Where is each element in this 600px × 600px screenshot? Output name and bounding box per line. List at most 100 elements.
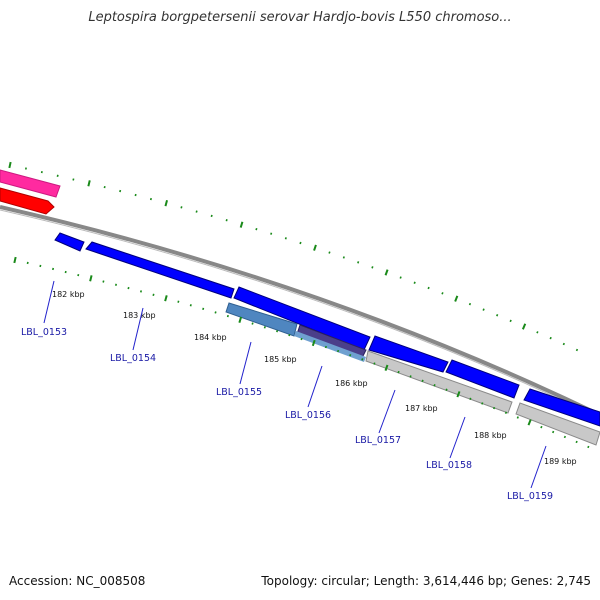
kbp-label-183: 183 kbp	[123, 311, 156, 320]
gene-LBL_0153[interactable]	[54, 232, 85, 252]
gene-label-LBL_0154[interactable]: LBL_0154	[110, 353, 156, 364]
gene-label-LBL_0155[interactable]: LBL_0155	[216, 387, 262, 398]
gene-LBL_0156[interactable]	[368, 335, 449, 373]
outer-tick	[384, 269, 389, 276]
inner-tick	[127, 286, 130, 290]
outer-tick	[509, 319, 512, 323]
inner-tick	[361, 358, 364, 361]
leader-LBL_0153	[43, 280, 55, 324]
inner-tick	[493, 406, 496, 410]
outer-tick	[328, 251, 331, 254]
inner-tick	[481, 402, 484, 405]
inner-tick	[238, 316, 243, 323]
inner-tick	[445, 388, 448, 391]
kbp-label-186: 186 kbp	[335, 379, 368, 388]
inner-tick	[469, 397, 472, 401]
inner-tick	[13, 256, 17, 264]
outer-tick	[342, 256, 345, 259]
outer-tick	[284, 237, 287, 240]
outer-tick	[562, 342, 565, 346]
inner-tick	[384, 364, 389, 371]
gene-label-LBL_0159[interactable]: LBL_0159	[507, 491, 553, 502]
gene-label-LBL_0156[interactable]: LBL_0156	[285, 410, 331, 421]
leader-LBL_0158	[449, 416, 466, 459]
leader-LBL_0155	[239, 341, 252, 385]
gene-label-LBL_0158[interactable]: LBL_0158	[426, 460, 472, 471]
inner-tick	[164, 295, 168, 302]
outer-tick	[164, 200, 169, 207]
grey-feature-2[interactable]	[515, 402, 600, 446]
backbone-circle	[0, 205, 600, 417]
outer-tick	[454, 295, 459, 302]
gene-LBL_0159[interactable]	[523, 388, 600, 427]
outer-tick	[371, 266, 374, 269]
inner-tick	[89, 275, 93, 282]
inner-tick	[409, 375, 412, 378]
inner-tick	[397, 370, 400, 374]
outer-tick	[496, 313, 499, 317]
pink-feature[interactable]	[0, 169, 61, 198]
outer-tick	[549, 336, 552, 340]
leader-LBL_0159	[530, 445, 547, 489]
outer-tick	[427, 286, 430, 290]
map-title: Leptospira borgpetersenii serovar Hardjo…	[88, 10, 512, 25]
outer-tick	[299, 241, 302, 245]
inner-tick	[373, 362, 376, 365]
inner-tick	[516, 416, 519, 419]
inner-tick	[114, 283, 117, 286]
outer-tick	[413, 281, 416, 284]
inner-tick	[226, 314, 229, 318]
kbp-label-189: 189 kbp	[544, 457, 577, 466]
inner-tick	[456, 391, 461, 398]
grey-feature-1[interactable]	[365, 350, 513, 414]
outer-tick	[575, 348, 579, 352]
inner-tick	[433, 384, 436, 387]
light-blue-strip	[294, 331, 366, 362]
accession-text: Accession: NC_008508	[9, 574, 146, 588]
inner-tick	[139, 290, 143, 293]
inner-tick	[202, 307, 205, 311]
outer-tick	[399, 276, 402, 279]
kbp-label-184: 184 kbp	[194, 333, 227, 342]
outer-tick	[8, 161, 12, 169]
leader-LBL_0154	[132, 307, 144, 351]
outer-tick	[255, 227, 258, 231]
red-feature[interactable]	[0, 187, 55, 215]
inner-tick	[324, 345, 328, 349]
inner-tick	[251, 322, 254, 325]
leader-LBL_0156	[307, 365, 323, 408]
inner-tick	[552, 430, 555, 434]
inner-tick	[587, 445, 590, 449]
gene-label-LBL_0153[interactable]: LBL_0153	[21, 327, 67, 338]
light-blue-feature[interactable]	[225, 302, 298, 337]
inner-tick	[189, 304, 192, 307]
inner-tick	[288, 333, 291, 337]
kbp-label-188: 188 kbp	[474, 431, 507, 440]
inner-tick	[563, 435, 567, 439]
inner-tick	[337, 349, 340, 353]
outer-tick	[195, 210, 198, 213]
outer-tick	[180, 206, 183, 209]
gene-LBL_0154[interactable]	[85, 241, 235, 299]
inner-tick	[527, 419, 532, 426]
outer-tick-ring	[8, 161, 579, 352]
inner-tick	[504, 411, 508, 415]
inner-tick	[421, 379, 424, 383]
outer-tick	[225, 219, 228, 222]
gene-label-LBL_0157[interactable]: LBL_0157	[355, 435, 401, 446]
inner-tick	[177, 300, 180, 303]
outer-tick	[149, 197, 152, 201]
outer-tick	[239, 221, 244, 228]
topology-text: Topology: circular; Length: 3,614,446 bp…	[261, 574, 591, 588]
outer-tick	[313, 244, 317, 251]
kbp-label-182: 182 kbp	[52, 290, 85, 299]
inner-tick	[276, 330, 279, 333]
inner-tick	[263, 326, 266, 329]
gene-LBL_0157[interactable]	[445, 359, 520, 399]
outer-tick	[468, 302, 472, 306]
outer-tick	[87, 180, 91, 187]
backbone-circle-inner	[0, 209, 600, 419]
outer-tick	[270, 232, 273, 235]
inner-tick	[349, 353, 352, 357]
